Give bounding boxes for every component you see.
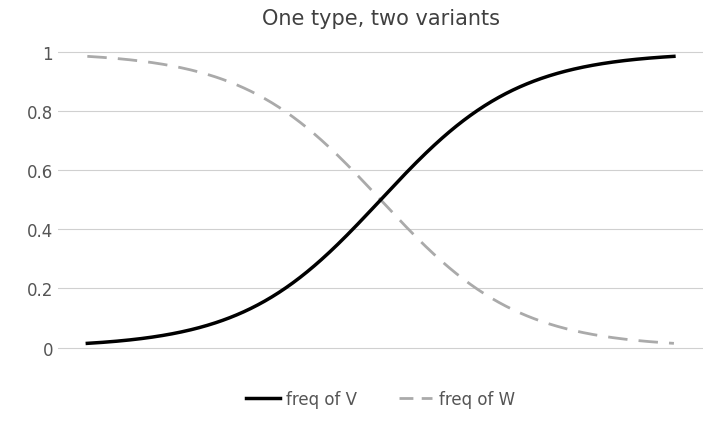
- Legend: freq of V, freq of W: freq of V, freq of W: [239, 383, 522, 414]
- Title: One type, two variants: One type, two variants: [262, 9, 500, 29]
